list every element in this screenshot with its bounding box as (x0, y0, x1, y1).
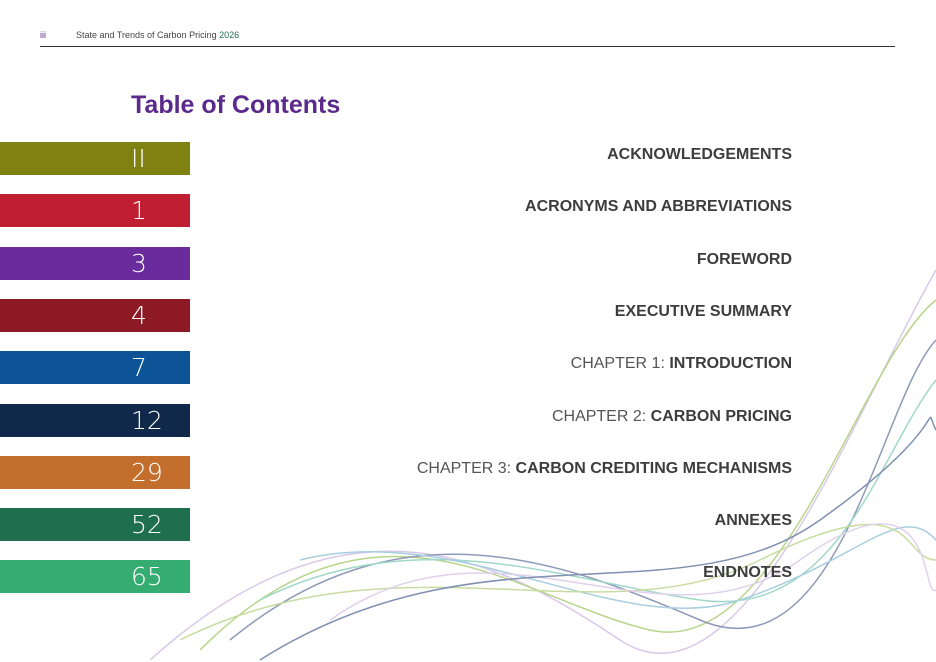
entry: CHAPTER 3: CARBON CREDITING MECHANISMS (417, 459, 792, 479)
entry-label: ACRONYMS AND ABBREVIATIONS (525, 198, 792, 216)
entry-label: FOREWORD (696, 250, 792, 268)
entry: CHAPTER 2: CARBON PRICING (552, 407, 792, 427)
entry-label: ENDNOTES (703, 564, 792, 582)
page-bar: 52 (0, 508, 190, 542)
page-ref: 29 (131, 457, 163, 487)
page-bar: 29 (0, 455, 190, 489)
page-number: iii (40, 30, 46, 40)
header-rule (40, 46, 895, 47)
page-ref: 52 (131, 510, 163, 540)
page-bar: 65 (0, 560, 190, 594)
entry: ANNEXES (715, 511, 792, 531)
page-ref: II (131, 144, 146, 173)
page-bar: 7 (0, 351, 190, 385)
entry-prefix: CHAPTER 1: (570, 355, 665, 373)
heading: Table of Contents (131, 91, 341, 119)
page-bar: 3 (0, 246, 190, 280)
entry-prefix: CHAPTER 3: (416, 459, 512, 477)
entry-label: ACKNOWLEDGEMENTS (607, 146, 792, 163)
page-ref: 12 (131, 405, 163, 435)
entry: ACKNOWLEDGEMENTS (607, 145, 792, 165)
doc-title-text: State and Trends of Carbon Pricing (76, 30, 217, 40)
entry-label: ANNEXES (714, 512, 792, 530)
entry-label: EXECUTIVE SUMMARY (614, 302, 792, 320)
page-ref: 7 (131, 353, 147, 383)
entry: EXECUTIVE SUMMARY (615, 302, 792, 322)
page-bar: 12 (0, 403, 190, 437)
entry: CHAPTER 1: INTRODUCTION (571, 354, 792, 374)
entry-label: INTRODUCTION (669, 355, 792, 373)
doc-title: State and Trends of Carbon Pricing 2026 (76, 30, 239, 40)
entry: ACRONYMS AND ABBREVIATIONS (525, 197, 792, 217)
page-ref: 65 (131, 562, 163, 592)
entry-label: CARBON PRICING (650, 407, 792, 425)
page-bar: II (0, 142, 190, 175)
page-ref: 1 (131, 196, 147, 226)
entry: FOREWORD (697, 250, 792, 270)
entry: ENDNOTES (703, 563, 792, 583)
entry-prefix: CHAPTER 2: (551, 407, 647, 425)
page-ref: 3 (131, 248, 147, 278)
entry-label: CARBON CREDITING MECHANISMS (515, 459, 792, 477)
page-bar: 4 (0, 298, 190, 332)
doc-year: 2026 (219, 30, 240, 40)
page-bar: 1 (0, 194, 190, 228)
page-ref: 4 (131, 300, 147, 330)
